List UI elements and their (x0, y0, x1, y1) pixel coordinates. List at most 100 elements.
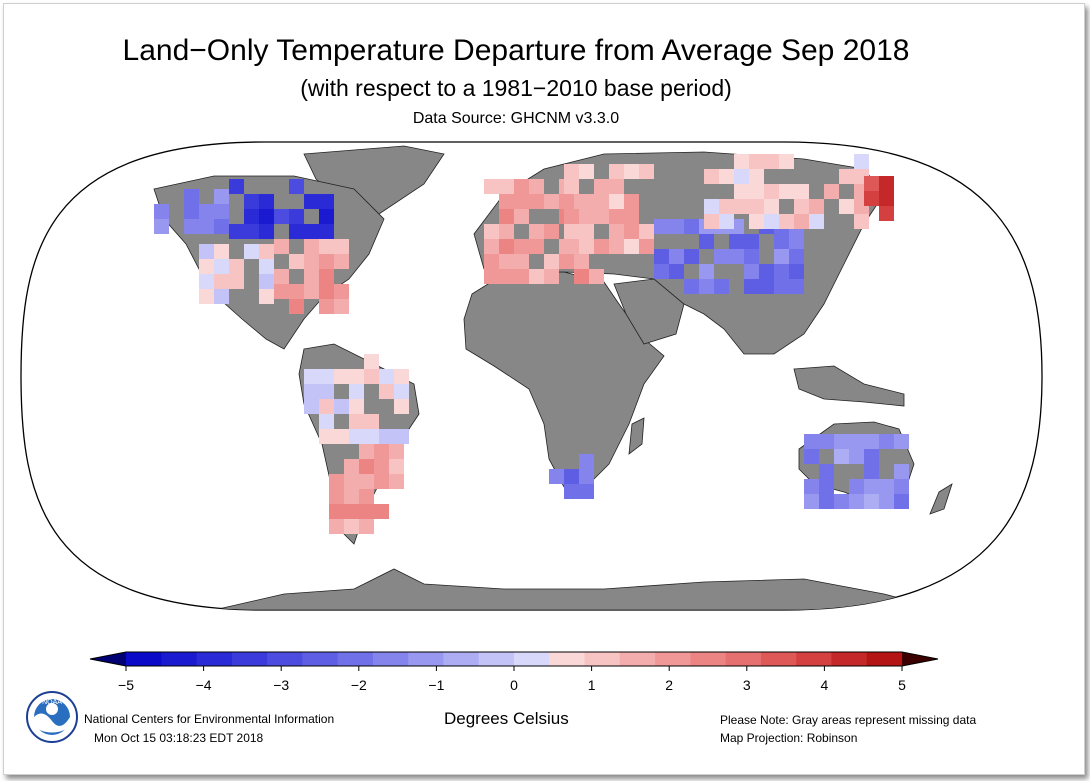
anomaly-cell (484, 269, 499, 284)
anomaly-cell (304, 239, 319, 254)
anomaly-cell (274, 269, 289, 284)
anomaly-cell (319, 224, 334, 239)
anomaly-cell (184, 204, 199, 219)
anomaly-cell (214, 204, 229, 219)
anomaly-cell (749, 169, 764, 184)
anomaly-cell (214, 274, 229, 289)
anomaly-cell (714, 279, 729, 294)
anomaly-cell (304, 254, 319, 269)
anomaly-cell (624, 194, 639, 209)
anomaly-cell (789, 249, 804, 264)
anomaly-cell (864, 479, 879, 494)
anomaly-cell (819, 494, 834, 509)
anomaly-cell (744, 264, 759, 279)
anomaly-cell (214, 289, 229, 304)
anomaly-cell (359, 444, 374, 459)
anomaly-cell (359, 519, 374, 534)
timestamp: Mon Oct 15 03:18:23 EDT 2018 (94, 731, 264, 745)
anomaly-cell (274, 284, 289, 299)
colorbar-segment (760, 652, 797, 666)
anomaly-cell (879, 206, 894, 221)
anomaly-cell (684, 249, 699, 264)
colorbar-high-arrow (902, 652, 938, 666)
anomaly-cell (714, 249, 729, 264)
colorbar-segment (584, 652, 621, 666)
anomaly-cell (344, 459, 359, 474)
noaa-logo: NOAA (26, 691, 78, 743)
anomaly-cell (259, 289, 274, 304)
colorbar-segment (337, 652, 374, 666)
anomaly-cell (259, 209, 274, 224)
anomaly-cell (759, 279, 774, 294)
anomaly-cell (804, 479, 819, 494)
anomaly-cell (719, 214, 734, 229)
anomaly-cell (499, 239, 514, 254)
anomaly-cell (484, 254, 499, 269)
anomaly-cell (334, 254, 349, 269)
anomaly-cell (544, 194, 559, 209)
anomaly-cell (319, 414, 334, 429)
anomaly-cell (319, 299, 334, 314)
anomaly-cell (514, 239, 529, 254)
anomaly-cell (789, 234, 804, 249)
anomaly-cell (774, 279, 789, 294)
anomaly-cell (379, 429, 394, 444)
anomaly-cell (514, 254, 529, 269)
anomaly-cell (894, 479, 909, 494)
anomaly-cell (374, 444, 389, 459)
anomaly-cell (774, 234, 789, 249)
anomaly-cell (774, 264, 789, 279)
anomaly-cell (214, 244, 229, 259)
anomaly-cell (154, 219, 169, 234)
anomaly-cell (349, 384, 364, 399)
anomaly-cell (214, 259, 229, 274)
anomaly-cell (319, 369, 334, 384)
anomaly-cell (609, 179, 624, 194)
anomaly-cell (864, 176, 879, 191)
anomaly-cell (809, 214, 824, 229)
anomaly-cell (304, 399, 319, 414)
colorbar-tick-label: 5 (898, 677, 906, 693)
anomaly-cell (319, 254, 334, 269)
anomaly-cell (744, 279, 759, 294)
anomaly-cell (499, 209, 514, 224)
units-label: Degrees Celsius (444, 709, 569, 728)
anomaly-cell (499, 179, 514, 194)
southeast-asia-islands (793, 365, 905, 407)
anomaly-cell (199, 259, 214, 274)
anomaly-cell (729, 234, 744, 249)
colorbar-segment (619, 652, 656, 666)
anomaly-cell (289, 179, 304, 194)
anomaly-cell (529, 194, 544, 209)
anomaly-cell (894, 494, 909, 509)
anomaly-cell (304, 269, 319, 284)
anomaly-cell (259, 224, 274, 239)
anomaly-cell (839, 169, 854, 184)
anomaly-cell (684, 219, 699, 234)
anomaly-cell (729, 249, 744, 264)
anomaly-cell (244, 194, 259, 209)
anomaly-cell (334, 369, 349, 384)
colorbar-tick-label: 2 (665, 677, 673, 693)
antarctica-landmass (213, 568, 945, 610)
colorbar-tick-label: −3 (273, 677, 289, 693)
anomaly-cell (854, 154, 869, 169)
anomaly-cell (349, 429, 364, 444)
anomaly-cell (394, 399, 409, 414)
anomaly-cell (304, 284, 319, 299)
anomaly-cell (734, 184, 749, 199)
colorbar-tick-label: 3 (743, 677, 751, 693)
colorbar-segment (725, 652, 762, 666)
anomaly-cell (359, 504, 374, 519)
anomaly-cell (289, 299, 304, 314)
anomaly-cell (624, 164, 639, 179)
anomaly-cell (289, 284, 304, 299)
anomaly-cell (699, 264, 714, 279)
anomaly-cell (894, 464, 909, 479)
anomaly-cell (304, 224, 319, 239)
anomaly-cell (719, 169, 734, 184)
anomaly-cell (789, 264, 804, 279)
anomaly-cell (579, 209, 594, 224)
anomaly-cell (319, 399, 334, 414)
anomaly-cell (854, 214, 869, 229)
